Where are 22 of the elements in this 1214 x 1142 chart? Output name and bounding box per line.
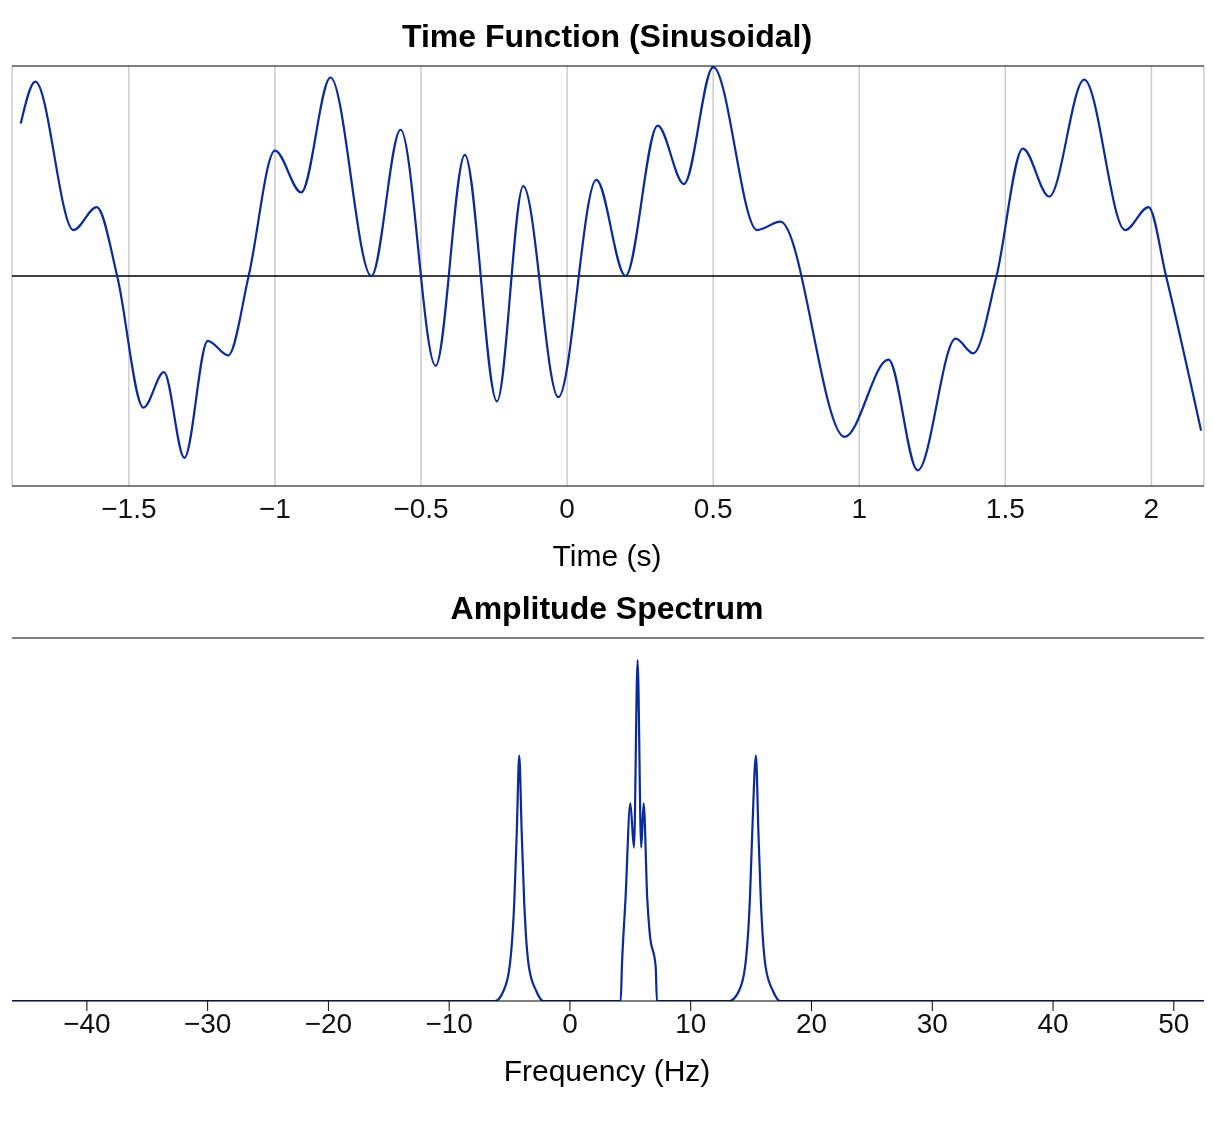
x-tick-label: 0.5	[693, 492, 733, 524]
x-tick-label: 20	[795, 1007, 828, 1039]
chart-title: Time Function (Sinusoidal)	[400, 17, 814, 56]
x-tick-label: 30	[916, 1007, 948, 1039]
x-tick-label: −10	[425, 1007, 473, 1039]
x-tick-label: 10	[675, 1007, 707, 1039]
x-tick-label: −40	[63, 1007, 111, 1039]
x-tick-label: −20	[304, 1007, 353, 1039]
x-tick-label: 1	[851, 492, 868, 524]
x-axis-title: Frequency (Hz)	[502, 1053, 712, 1089]
x-tick-label: 40	[1037, 1007, 1069, 1039]
x-axis-title: Time (s)	[551, 538, 663, 574]
chart-title: Amplitude Spectrum	[449, 589, 765, 628]
x-tick-label: −1.5	[101, 492, 157, 524]
x-tick-label: −30	[183, 1007, 232, 1039]
x-tick-label: −0.5	[393, 492, 449, 524]
x-tick-label: 1.5	[985, 492, 1025, 524]
x-tick-label: 0	[562, 1007, 578, 1039]
x-tick-label: 2	[1143, 492, 1160, 524]
x-tick-label: −1	[258, 492, 291, 524]
x-tick-label: 0	[559, 492, 575, 524]
x-tick-label: 50	[1158, 1007, 1190, 1039]
